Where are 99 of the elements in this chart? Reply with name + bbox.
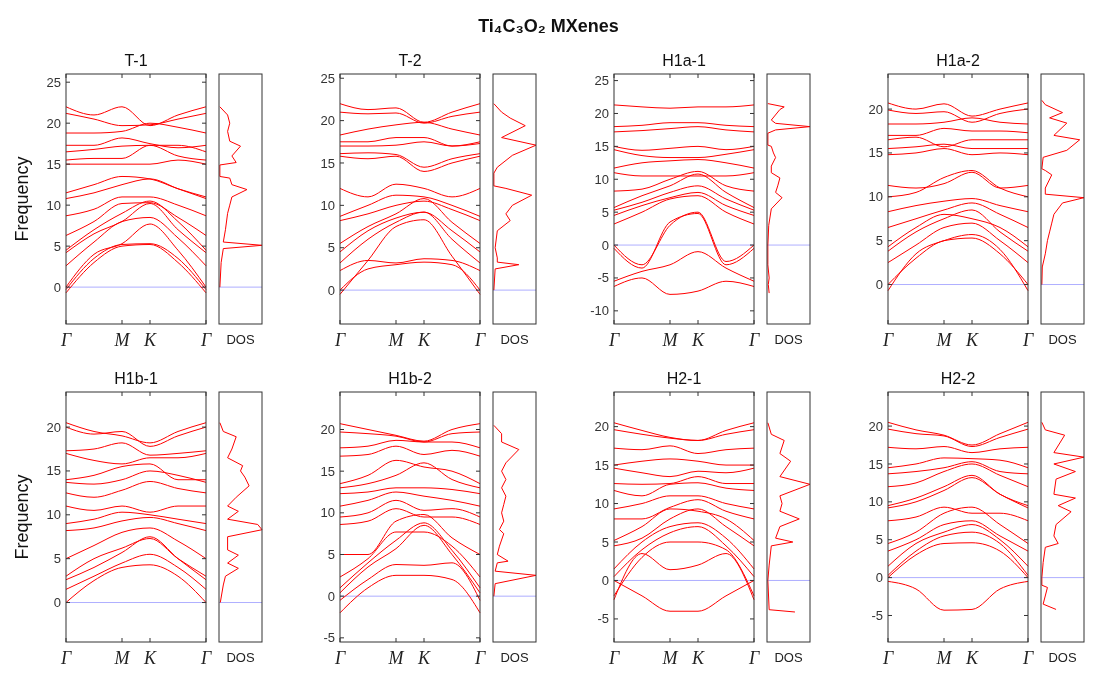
- y-tick-label: 5: [327, 547, 335, 563]
- x-tick-label: Γ: [199, 330, 212, 350]
- y-tick-label: 20: [594, 106, 609, 122]
- chart-title: H1a-1: [662, 52, 706, 69]
- y-tick-label: 25: [46, 74, 61, 90]
- x-tick-label: M: [113, 330, 131, 350]
- chart-title: T-2: [398, 52, 422, 69]
- x-tick-label: Γ: [59, 648, 72, 668]
- y-tick-label: 10: [46, 197, 61, 213]
- y-tick-label: 15: [46, 463, 61, 479]
- x-tick-label: M: [935, 648, 953, 668]
- y-tick-label: -5: [871, 608, 883, 624]
- y-tick-label: 20: [868, 418, 883, 434]
- y-tick-label: 0: [601, 573, 609, 589]
- y-tick-label: 15: [46, 156, 61, 172]
- y-tick-label: 10: [868, 494, 883, 510]
- x-axis-title: DOS: [774, 332, 803, 347]
- y-tick-label: -5: [597, 611, 609, 627]
- y-tick-label: 0: [601, 237, 609, 253]
- chart-title: H1a-2: [936, 52, 980, 69]
- y-tick-label: 5: [53, 551, 61, 567]
- y-tick-label: 5: [875, 532, 883, 548]
- x-tick-label: Γ: [607, 648, 620, 668]
- x-tick-label: Γ: [881, 648, 894, 668]
- y-tick-label: 15: [320, 155, 335, 171]
- y-tick-label: 15: [594, 138, 609, 154]
- y-tick-label: 15: [868, 456, 883, 472]
- y-tick-label: 15: [594, 457, 609, 473]
- x-tick-label: Γ: [333, 648, 346, 668]
- y-tick-label: 20: [320, 113, 335, 129]
- x-tick-label: M: [387, 648, 405, 668]
- x-tick-label: K: [416, 330, 431, 350]
- y-tick-label: -10: [590, 303, 609, 319]
- y-tick-label: 5: [327, 240, 335, 256]
- x-tick-label: M: [387, 330, 405, 350]
- text: Ti₄C₃O₂ MXenes: [478, 16, 619, 36]
- x-tick-label: M: [935, 330, 953, 350]
- chart-title: H1b-1: [114, 370, 158, 387]
- x-tick-label: Γ: [333, 330, 346, 350]
- x-tick-label: M: [661, 648, 679, 668]
- chart-title: H2-1: [666, 370, 702, 387]
- x-tick-label: Γ: [1021, 648, 1034, 668]
- x-tick-label: Γ: [59, 330, 72, 350]
- y-tick-label: 20: [320, 422, 335, 438]
- y-tick-label: 10: [594, 496, 609, 512]
- chart-title: H2-2: [940, 370, 976, 387]
- chart-title: T-1: [124, 52, 148, 69]
- y-tick-label: 5: [601, 534, 609, 550]
- x-tick-label: M: [661, 330, 679, 350]
- x-tick-label: Γ: [607, 330, 620, 350]
- y-tick-label: 5: [875, 233, 883, 249]
- x-tick-label: Γ: [473, 648, 486, 668]
- y-tick-label: 5: [53, 238, 61, 254]
- x-tick-label: K: [964, 330, 979, 350]
- x-tick-label: K: [416, 648, 431, 668]
- y-tick-label: 0: [53, 595, 61, 611]
- y-tick-label: 10: [46, 507, 61, 523]
- y-tick-label: 5: [601, 204, 609, 220]
- x-axis-title: DOS: [226, 332, 255, 347]
- y-tick-label: 10: [320, 505, 335, 521]
- x-tick-label: Γ: [473, 330, 486, 350]
- y-tick-label: 20: [46, 419, 61, 435]
- y-tick-label: 20: [868, 101, 883, 117]
- x-tick-label: K: [142, 330, 157, 350]
- x-axis-title: DOS: [1048, 650, 1077, 665]
- y-tick-label: 25: [320, 70, 335, 86]
- x-tick-label: K: [690, 330, 705, 350]
- y-tick-label: 0: [327, 282, 335, 298]
- x-axis-title: DOS: [1048, 332, 1077, 347]
- y-tick-label: 20: [594, 419, 609, 435]
- y-tick-label: 20: [46, 115, 61, 131]
- x-tick-label: K: [690, 648, 705, 668]
- x-tick-label: Γ: [1021, 330, 1034, 350]
- y-tick-label: 15: [868, 145, 883, 161]
- y-tick-label: 0: [875, 277, 883, 293]
- x-tick-label: K: [964, 648, 979, 668]
- x-tick-label: K: [142, 648, 157, 668]
- y-tick-label: 10: [320, 197, 335, 213]
- x-tick-label: Γ: [199, 648, 212, 668]
- x-axis-title: DOS: [226, 650, 255, 665]
- y-tick-label: -5: [597, 270, 609, 286]
- x-axis-title: DOS: [774, 650, 803, 665]
- y-axis-title: Frequency: [12, 156, 32, 242]
- chart-title: H1b-2: [388, 370, 432, 387]
- x-axis-title: DOS: [500, 332, 529, 347]
- x-tick-label: Γ: [747, 648, 760, 668]
- x-tick-label: M: [113, 648, 131, 668]
- y-axis-title: Frequency: [12, 474, 32, 560]
- y-tick-label: 15: [320, 463, 335, 479]
- y-tick-label: 25: [594, 73, 609, 89]
- y-tick-label: 0: [327, 588, 335, 604]
- y-tick-label: 0: [875, 570, 883, 586]
- y-tick-label: 10: [868, 189, 883, 205]
- y-tick-label: 10: [594, 171, 609, 187]
- x-axis-title: DOS: [500, 650, 529, 665]
- x-tick-label: Γ: [881, 330, 894, 350]
- y-tick-label: 0: [53, 279, 61, 295]
- y-tick-label: -5: [323, 630, 335, 646]
- x-tick-label: Γ: [747, 330, 760, 350]
